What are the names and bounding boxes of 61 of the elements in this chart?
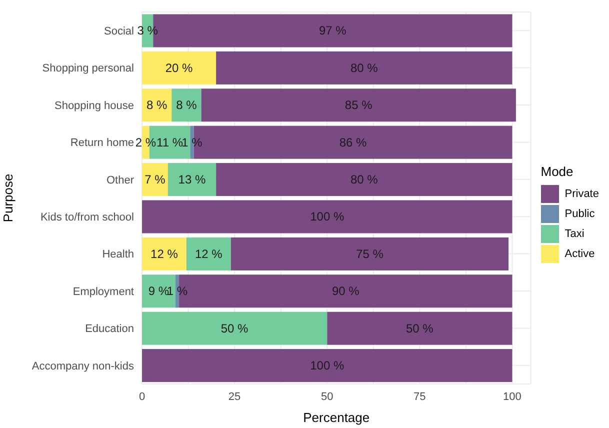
- data-label: 20 %: [165, 60, 194, 75]
- y-tick-label: Return home: [70, 137, 134, 150]
- legend-label: Taxi: [564, 228, 584, 240]
- legend-label: Private: [564, 188, 599, 200]
- data-label: 85 %: [344, 98, 373, 112]
- y-tick-label: Health: [102, 248, 134, 261]
- y-tick-label: Kids to/from school: [40, 212, 134, 224]
- y-tick-label: Accompany non-kids: [32, 360, 134, 372]
- data-label: 8 %: [176, 98, 198, 112]
- data-label: 12 %: [194, 246, 223, 261]
- data-label: 80 %: [350, 172, 378, 187]
- bar: [190, 126, 194, 159]
- y-tick-label: Social: [104, 26, 134, 38]
- data-label: 50 %: [406, 321, 434, 336]
- y-tick-label: Shopping house: [54, 100, 134, 112]
- bar: [142, 200, 512, 234]
- x-tick-label: 100: [503, 390, 522, 403]
- data-label: 100 %: [310, 210, 344, 224]
- bar: [179, 274, 512, 308]
- x-axis-title: Percentage: [303, 410, 370, 425]
- bar: [186, 237, 231, 270]
- data-label: 7 %: [144, 172, 166, 187]
- bar: [168, 163, 216, 196]
- bar: [142, 274, 176, 308]
- data-label: 8 %: [146, 98, 168, 112]
- data-label: 75 %: [356, 246, 384, 261]
- data-label: 9 %: [148, 284, 170, 298]
- y-tick-label: Other: [106, 174, 134, 186]
- data-label: 50 %: [220, 321, 249, 336]
- bar: [172, 88, 202, 122]
- legend-label: Public: [564, 208, 595, 220]
- x-tick-label: 50: [320, 390, 334, 403]
- legend-title: Mode: [540, 164, 574, 178]
- y-tick-label: Education: [85, 323, 134, 336]
- y-tick-label: Employment: [72, 286, 134, 298]
- data-label: 80 %: [350, 60, 378, 75]
- data-label: 100 %: [310, 358, 344, 373]
- bar: [327, 312, 512, 345]
- y-axis-title: Purpose: [0, 174, 16, 222]
- bar: [142, 349, 512, 382]
- bar: [194, 126, 512, 159]
- data-label: 13 %: [178, 172, 206, 187]
- bar: [216, 51, 512, 84]
- bar: [142, 51, 216, 84]
- y-tick-label: Shopping personal: [42, 62, 134, 75]
- bar: [142, 88, 172, 122]
- x-tick-label: 25: [228, 390, 241, 403]
- data-label: 90 %: [332, 284, 360, 298]
- data-label: 86 %: [339, 135, 368, 150]
- data-label: 11 %: [156, 135, 184, 150]
- data-label: 97 %: [318, 24, 347, 38]
- bar: [142, 237, 186, 270]
- bar: [142, 163, 168, 196]
- bar: [201, 88, 516, 122]
- x-tick-label: 75: [414, 390, 426, 403]
- x-tick-label: 0: [138, 390, 146, 403]
- bar: [216, 163, 512, 196]
- data-label: 12 %: [150, 246, 178, 261]
- legend-label: Active: [564, 248, 595, 260]
- bar: [230, 237, 509, 270]
- bar: [142, 312, 328, 345]
